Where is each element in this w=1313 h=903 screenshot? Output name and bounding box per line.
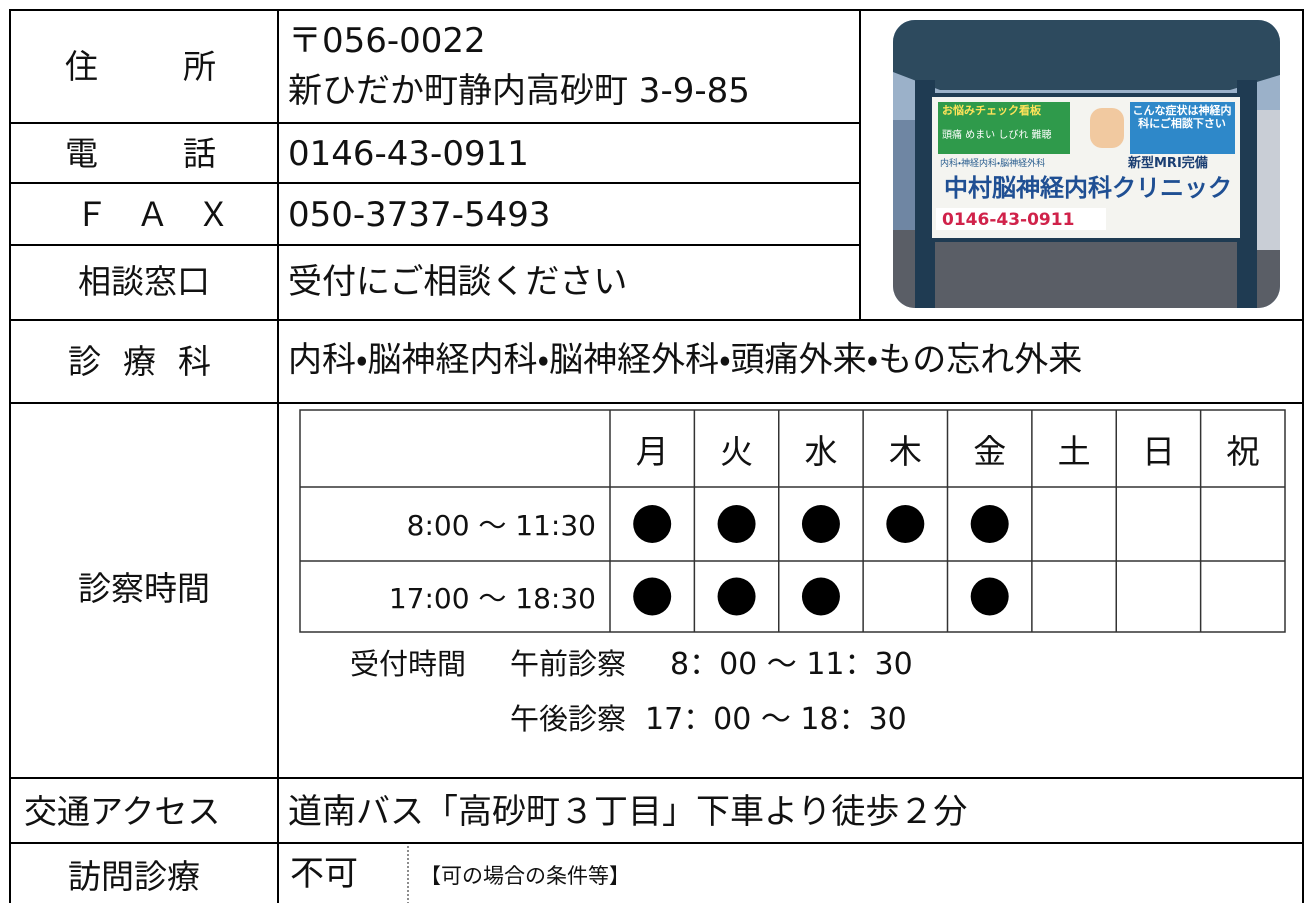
open-mark (717, 577, 756, 616)
photo-text: 0146-43-0911 (942, 210, 1074, 230)
row-label: 住所 (65, 47, 301, 86)
open-mark (801, 577, 840, 616)
reception-pm-label: 午後診察 (510, 702, 627, 736)
day-header: 金 (973, 431, 1007, 471)
day-header: 日 (1141, 431, 1175, 471)
reception-label: 受付時間 (350, 647, 467, 681)
row-label: ＦＡＸ (75, 195, 258, 234)
reception-am-label: 午前診察 (510, 647, 627, 681)
phone: 0146-43-0911 (288, 134, 529, 174)
photo-text: 中村脳神経内科クリニック (944, 174, 1232, 202)
fax: 050-3737-5493 (288, 195, 551, 235)
row-label: 交通アクセス (24, 792, 221, 831)
open-mark (970, 505, 1009, 543)
day-header: 水 (804, 431, 838, 471)
reception-pm: 17：00 ～ 18：30 (645, 702, 907, 737)
open-mark (633, 505, 672, 543)
home-visit-conditions: 【可の場合の条件等】 (420, 864, 630, 888)
home-visit: 不可 (290, 854, 358, 894)
row-label: 相談窓口 (78, 262, 210, 301)
open-mark (633, 577, 672, 616)
photo-text: 新型MRI完備 (1127, 155, 1208, 171)
row-label: 診療科 (68, 342, 233, 381)
day-header: 土 (1057, 431, 1091, 471)
row-label: 訪問診療 (68, 857, 200, 896)
day-header: 月 (635, 431, 669, 471)
photo-text: 頭痛 めまい しびれ 難聴 (942, 128, 1052, 141)
consult: 受付にご相談ください (288, 262, 628, 302)
row-label: 電話 (65, 134, 301, 173)
photo-text: お悩みチェック看板 (942, 103, 1042, 117)
address: 新ひだか町静内高砂町 3-9-85 (288, 71, 750, 111)
photo-text: 内科・神経内科・脳神経外科 (940, 157, 1045, 169)
day-header: 火 (720, 431, 754, 471)
departments: 内科・脳神経内科・脳神経外科・頭痛外来・もの忘れ外来 (288, 340, 1083, 380)
postal-code: 〒056-0022 (288, 21, 486, 61)
clinic-photo: お悩みチェック看板 頭痛 めまい しびれ 難聴 こんな症状は神経内科にご相談下さ… (893, 20, 1280, 308)
reception-am: 8：00 ～ 11：30 (670, 647, 913, 682)
open-mark (886, 505, 925, 543)
row-label: 診察時間 (78, 569, 210, 608)
open-mark (717, 505, 756, 543)
day-header: 祝 (1226, 431, 1260, 471)
open-mark (801, 505, 840, 543)
access: 道南バス「高砂町３丁目」下車より徒歩２分 (288, 792, 968, 832)
time-slot: 8:00 ～ 11:30 (406, 509, 596, 542)
day-header: 木 (888, 431, 922, 471)
photo-text: こんな症状は神経内科にご相談下さい (1132, 104, 1232, 131)
time-slot: 17:00 ～ 18:30 (388, 581, 596, 615)
open-mark (970, 577, 1009, 616)
